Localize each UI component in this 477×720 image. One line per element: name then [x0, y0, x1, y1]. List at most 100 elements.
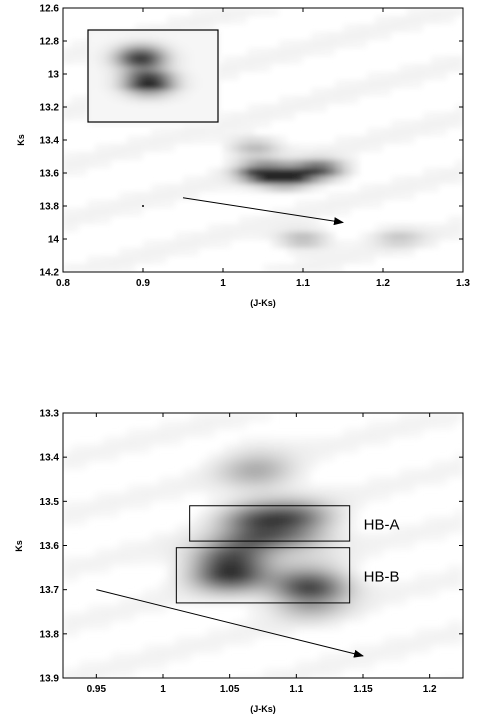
density-cell [271, 168, 279, 176]
density-cell [271, 621, 279, 629]
density-cell [247, 621, 255, 629]
density-cell [303, 661, 311, 669]
inset-density-cell [184, 114, 190, 120]
density-cell [71, 573, 79, 581]
density-cell [303, 525, 311, 533]
density-cell [423, 8, 431, 16]
inset-density-cell [208, 90, 214, 96]
density-cell [351, 152, 359, 160]
density-cell [287, 40, 295, 48]
tick-labels-bottom: 0.95 1 1.05 1.1 1.15 1.213.313.413.513.613.71… [40, 409, 438, 696]
density-cell [119, 549, 127, 557]
density-cell [311, 232, 319, 240]
inset-density-cell [184, 84, 190, 90]
density-cell [303, 517, 311, 525]
density-cell [343, 541, 351, 549]
density-cell [311, 541, 319, 549]
density-cell [151, 493, 159, 501]
inset-density-cell [214, 120, 220, 126]
density-cell [351, 613, 359, 621]
density-cell [407, 637, 415, 645]
density-cell [391, 541, 399, 549]
density-cell [439, 224, 447, 232]
density-cell [271, 581, 279, 589]
inset-density-cell [154, 30, 160, 36]
density-cell [223, 16, 231, 24]
y-axis-label-top: Ks [16, 134, 26, 146]
density-cell [247, 517, 255, 525]
density-cell [199, 421, 207, 429]
density-cell [255, 597, 263, 605]
density-cell [351, 557, 359, 565]
density-cell [319, 485, 327, 493]
density-cell [183, 192, 191, 200]
density-cell [279, 232, 287, 240]
density-cell [431, 533, 439, 541]
density-cell [271, 597, 279, 605]
density-cell [151, 589, 159, 597]
density-cell [295, 589, 303, 597]
density-cell [335, 32, 343, 40]
density-cell [447, 216, 455, 224]
density-cell [455, 168, 463, 176]
density-cell [239, 8, 247, 16]
density-cell [191, 248, 199, 256]
density-cell [351, 541, 359, 549]
density-cell [215, 493, 223, 501]
density-cell [327, 48, 335, 56]
inset-density-cell [136, 30, 142, 36]
density-cell [135, 256, 143, 264]
density-cell [351, 445, 359, 453]
density-cell [207, 597, 215, 605]
y-tick-label: 13.8 [40, 629, 60, 640]
density-cell [343, 549, 351, 557]
density-cell [455, 8, 463, 16]
density-cell [263, 8, 271, 16]
density-cell [183, 533, 191, 541]
density-cell [167, 429, 175, 437]
density-cell [287, 216, 295, 224]
density-cell [279, 453, 287, 461]
inset-density-cell [136, 78, 142, 84]
density-cell [303, 104, 311, 112]
y-tick-label: 13.6 [40, 169, 60, 180]
inset-density-cell [202, 72, 208, 78]
density-cell [279, 104, 287, 112]
density-cell [191, 469, 199, 477]
density-cell [391, 429, 399, 437]
density-cell [279, 557, 287, 565]
density-cell [207, 477, 215, 485]
density-cell [375, 653, 383, 661]
density-cell [279, 160, 287, 168]
density-cell [279, 469, 287, 477]
inset-density-cell [166, 30, 172, 36]
density-cell [95, 216, 103, 224]
density-cell [287, 232, 295, 240]
density-cell [279, 56, 287, 64]
density-cell [279, 216, 287, 224]
density-cell [63, 621, 71, 629]
density-cell [399, 192, 407, 200]
density-cell [247, 605, 255, 613]
y-tick-label: 13.5 [40, 497, 60, 508]
density-cell [287, 597, 295, 605]
density-cell [247, 557, 255, 565]
density-cell [383, 437, 391, 445]
density-cell [151, 437, 159, 445]
density-cell [71, 453, 79, 461]
inset-density-cell [190, 54, 196, 60]
density-cell [119, 501, 127, 509]
density-cell [423, 629, 431, 637]
density-cell [335, 509, 343, 517]
inset-density-cell [88, 66, 94, 72]
density-cell [199, 128, 207, 136]
density-cell [407, 224, 415, 232]
density-cell [311, 208, 319, 216]
density-cell [415, 16, 423, 24]
density-cell [311, 48, 319, 56]
inset-density-cell [166, 72, 172, 78]
density-cell [199, 413, 207, 421]
density-cell [199, 565, 207, 573]
inset-density-cell [166, 42, 172, 48]
density-cell [439, 112, 447, 120]
